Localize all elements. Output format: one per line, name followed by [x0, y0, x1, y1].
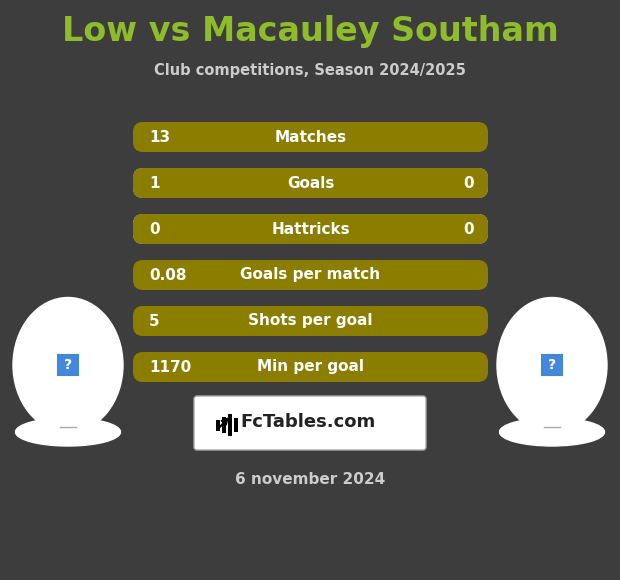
Bar: [222, 417, 226, 433]
FancyBboxPatch shape: [133, 168, 488, 198]
Text: 0.08: 0.08: [149, 267, 187, 282]
FancyBboxPatch shape: [133, 352, 488, 382]
Text: 0: 0: [149, 222, 159, 237]
Text: 1: 1: [149, 176, 159, 190]
FancyBboxPatch shape: [133, 168, 488, 198]
FancyBboxPatch shape: [133, 122, 488, 152]
Text: Min per goal: Min per goal: [257, 360, 364, 375]
Ellipse shape: [500, 418, 604, 446]
FancyBboxPatch shape: [133, 214, 488, 244]
Ellipse shape: [16, 418, 120, 446]
Bar: [234, 418, 238, 432]
Text: Hattricks: Hattricks: [271, 222, 350, 237]
Text: 13: 13: [149, 129, 170, 144]
Bar: [216, 419, 220, 430]
Text: 5: 5: [149, 314, 159, 328]
Text: Club competitions, Season 2024/2025: Club competitions, Season 2024/2025: [154, 63, 466, 78]
Text: Low vs Macauley Southam: Low vs Macauley Southam: [61, 16, 559, 49]
Text: 1170: 1170: [149, 360, 191, 375]
Text: Shots per goal: Shots per goal: [248, 314, 373, 328]
FancyBboxPatch shape: [58, 355, 78, 375]
Text: Matches: Matches: [275, 129, 347, 144]
FancyBboxPatch shape: [194, 396, 426, 450]
FancyBboxPatch shape: [542, 355, 562, 375]
Ellipse shape: [13, 298, 123, 433]
FancyBboxPatch shape: [133, 260, 488, 290]
Text: ?: ?: [548, 358, 556, 372]
FancyBboxPatch shape: [133, 214, 488, 244]
FancyBboxPatch shape: [133, 306, 488, 336]
Text: Goals: Goals: [287, 176, 334, 190]
Text: 6 november 2024: 6 november 2024: [235, 473, 385, 488]
Text: 0: 0: [463, 176, 474, 190]
Text: 0: 0: [463, 222, 474, 237]
Bar: [228, 414, 232, 436]
Ellipse shape: [497, 298, 607, 433]
Text: ?: ?: [64, 358, 72, 372]
Text: Goals per match: Goals per match: [241, 267, 381, 282]
Text: FcTables.com: FcTables.com: [240, 413, 375, 431]
